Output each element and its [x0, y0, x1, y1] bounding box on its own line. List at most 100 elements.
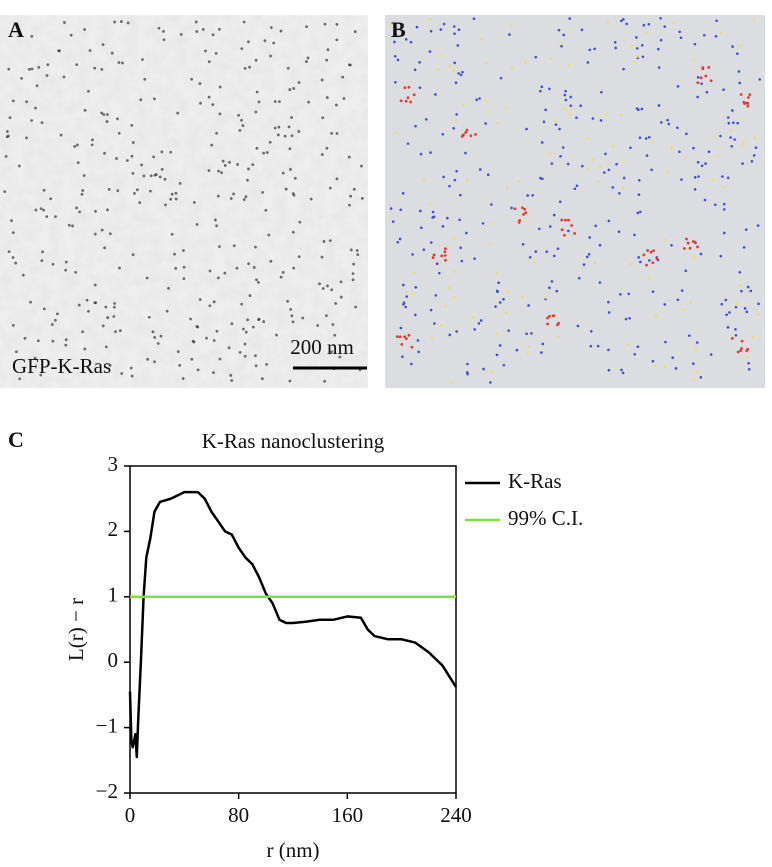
point [537, 227, 541, 231]
point [573, 187, 577, 191]
point [738, 81, 742, 85]
y-tick-label: −1 [96, 713, 118, 737]
point [743, 307, 747, 310]
point [521, 206, 524, 210]
particle [292, 193, 296, 197]
point [606, 21, 610, 24]
point [472, 17, 476, 20]
point [429, 151, 432, 154]
particle [114, 330, 117, 334]
point [414, 124, 417, 128]
point [391, 220, 395, 223]
point [473, 328, 476, 331]
point [739, 349, 743, 353]
point [747, 367, 751, 371]
particle [196, 368, 200, 372]
particle [201, 28, 205, 31]
point [409, 100, 413, 104]
point [699, 76, 703, 80]
point [671, 356, 674, 360]
point [555, 289, 559, 293]
particle [81, 330, 85, 334]
particle [255, 146, 259, 150]
particle [246, 178, 249, 182]
point [744, 228, 748, 231]
line-chart: K-Ras nanoclustering −2 −1 0 1 2 3 0 80 160 240 r (… [64, 429, 583, 862]
particle [59, 133, 63, 137]
particle [107, 187, 111, 191]
particle [257, 317, 261, 321]
particle [254, 58, 258, 62]
point [670, 145, 673, 149]
point [556, 247, 560, 250]
particle [160, 150, 164, 154]
point [453, 270, 456, 274]
particle [11, 231, 15, 235]
particle [278, 100, 281, 104]
point [714, 203, 717, 207]
particle [110, 51, 114, 55]
particle [42, 188, 46, 192]
point [676, 85, 680, 88]
particle [176, 350, 180, 354]
point [455, 169, 458, 173]
point [452, 69, 456, 72]
particle [254, 354, 257, 358]
point [650, 168, 653, 172]
particle [104, 305, 108, 309]
particle [263, 39, 267, 43]
point [527, 345, 531, 349]
particle [242, 198, 246, 201]
point [432, 253, 436, 257]
particle [215, 224, 218, 228]
particle [309, 197, 313, 201]
point [398, 335, 402, 339]
point [428, 17, 432, 21]
particle [244, 330, 248, 334]
point [474, 132, 477, 136]
point [456, 44, 460, 47]
particle [23, 336, 27, 340]
point [680, 178, 683, 181]
particle [179, 32, 183, 36]
particle [243, 66, 247, 70]
particle [135, 188, 139, 192]
particle [255, 90, 259, 94]
point [614, 46, 618, 50]
point [402, 283, 405, 287]
particle [157, 26, 161, 30]
particle [243, 342, 247, 346]
point [716, 154, 720, 158]
particle [14, 261, 18, 265]
particle [242, 327, 245, 331]
point [396, 58, 400, 62]
point [719, 254, 723, 258]
point [589, 344, 593, 348]
particle [293, 176, 297, 180]
particle [20, 76, 23, 80]
point [688, 334, 691, 337]
particle [269, 54, 272, 58]
particle [125, 159, 129, 162]
particle [323, 379, 326, 383]
particle [120, 372, 124, 375]
particle [240, 118, 243, 122]
particle [228, 160, 231, 164]
point [598, 281, 602, 284]
point [746, 104, 750, 108]
point [696, 160, 700, 164]
particle [113, 302, 117, 305]
point [567, 112, 570, 115]
particle [325, 58, 329, 62]
point [638, 210, 642, 214]
point [642, 253, 646, 257]
particle [40, 259, 44, 262]
point [486, 173, 490, 177]
point [436, 68, 440, 71]
point [743, 102, 746, 106]
point [439, 262, 442, 265]
point [389, 207, 393, 210]
particle [4, 154, 8, 158]
particle [156, 342, 160, 345]
point [618, 192, 621, 195]
